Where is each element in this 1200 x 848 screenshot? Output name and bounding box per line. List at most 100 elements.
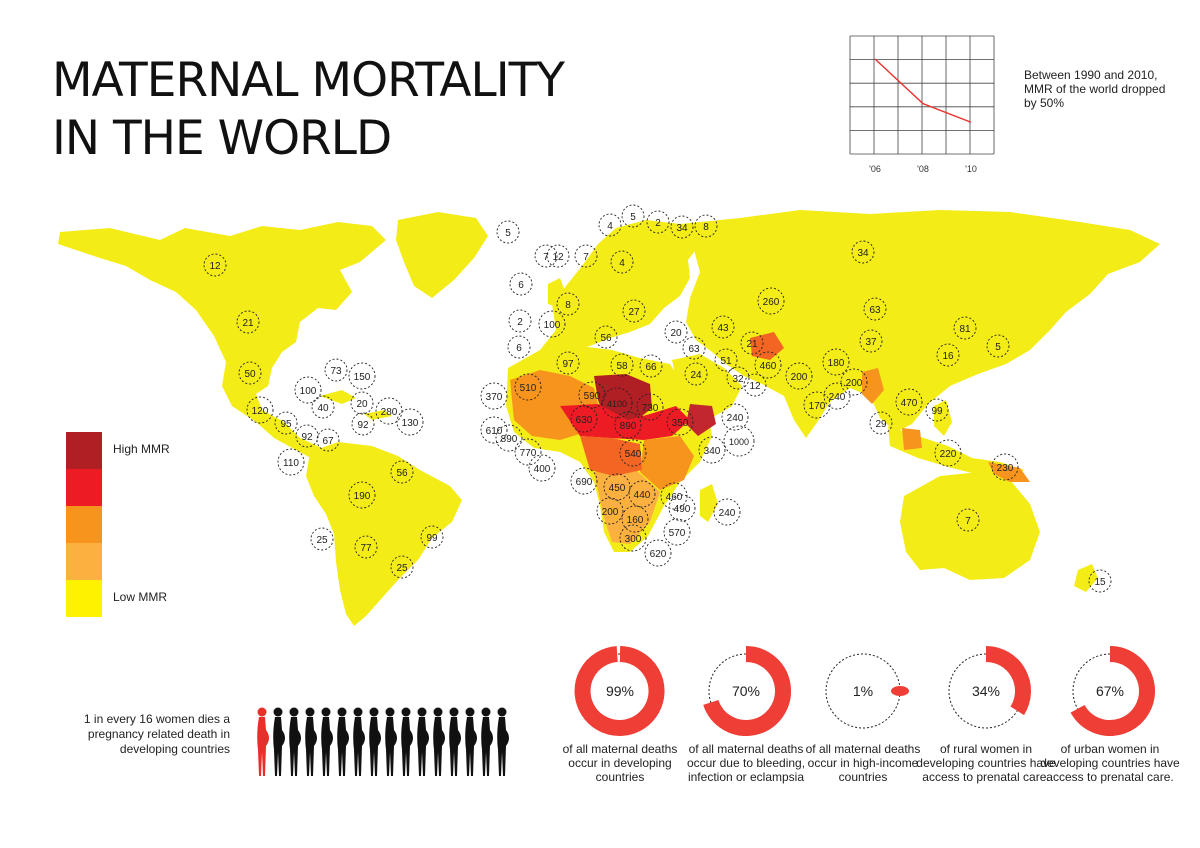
silhouette-highlighted: [257, 707, 269, 776]
mmr-bubble-value: 200: [602, 507, 619, 518]
legend-swatch-3: [66, 506, 102, 543]
mmr-bubble: [663, 518, 691, 546]
mmr-bubble-value: 92: [301, 432, 313, 443]
mmr-bubble-value: 170: [809, 401, 826, 412]
mmr-bubble: [203, 253, 227, 277]
mmr-bubble: [350, 391, 374, 415]
stat-pct-high-income: 1%: [852, 683, 874, 699]
mmr-bubble-value: 6: [516, 343, 522, 354]
mmr-bubble: [694, 214, 718, 238]
mmr-bubble-value: 260: [763, 297, 780, 308]
mmr-bubble-value: 8: [703, 222, 709, 233]
mmr-bubble-value: 350: [672, 418, 689, 429]
mmr-bubble: [396, 408, 424, 436]
mmr-bubble-value: 7: [543, 252, 549, 263]
madagascar-landmass: [700, 484, 718, 522]
asia-mmr-shading: [750, 332, 1030, 482]
mmr-bubble: [311, 395, 335, 419]
silhouette: [369, 707, 381, 776]
mmr-bubble-value: 6: [518, 280, 524, 291]
donut-center: [592, 663, 648, 719]
laos-cambodia-mmr: [862, 368, 884, 404]
silhouette: [449, 707, 461, 776]
mmr-bubble: [714, 348, 738, 372]
page-title: MATERNAL MORTALITY IN THE WORLD: [52, 52, 565, 168]
mmr-bubble: [1088, 569, 1112, 593]
mmr-bubble: [538, 310, 566, 338]
legend-swatch-4: [66, 543, 102, 580]
mmr-bubble: [713, 498, 741, 526]
mmr-bubble: [390, 460, 414, 484]
mmr-bubble: [596, 497, 624, 525]
mmr-bubble: [666, 408, 694, 436]
donut-chart-developing: [574, 646, 665, 736]
mmr-bubble-value: 7: [583, 252, 589, 263]
mmr-bubble: [556, 351, 580, 375]
mmr-bubble: [863, 297, 887, 321]
donut-value-arc: [574, 646, 665, 736]
mmr-bubble-value: 240: [829, 392, 846, 403]
mmr-bubble-value: 12: [209, 261, 221, 272]
legend-high-label: High MMR: [113, 442, 170, 456]
mmr-bubble: [644, 539, 672, 567]
mmr-bubble: [619, 439, 647, 467]
donut-chart-causes: [703, 646, 791, 736]
mmr-bubble: [991, 453, 1019, 481]
mmr-bubble-value: 77: [360, 543, 372, 554]
pregnancy-risk-text: 1 in every 16 women dies a pregnancy rel…: [83, 712, 230, 756]
mmr-bubble-value: 490: [674, 504, 691, 515]
mmr-bubble-value: 370: [486, 392, 503, 403]
mmr-bubble: [743, 373, 767, 397]
mmr-bubble-value: 120: [252, 406, 269, 417]
mmr-bubble-value: 16: [942, 351, 954, 362]
mmr-bubble: [936, 343, 960, 367]
legend-low-label: Low MMR: [113, 590, 168, 604]
mmr-bubble: [570, 467, 598, 495]
mmr-bubble-value: 2: [517, 317, 523, 328]
stat-caption-rural: of rural women in developing countries h…: [916, 742, 1056, 784]
mmr-bubble: [324, 358, 348, 382]
mmr-bubble-value: 5: [995, 342, 1001, 353]
trend-note: Between 1990 and 2010, MMR of the world …: [1024, 68, 1166, 110]
mmr-bubble: [636, 393, 664, 421]
mmr-bubble: [622, 299, 646, 323]
mmr-bubble-value: 92: [357, 420, 369, 431]
mmr-bubble-value: 21: [242, 318, 254, 329]
title-line-2: IN THE WORLD: [52, 111, 392, 166]
mmr-bubble: [869, 411, 893, 435]
mmr-bubble: [934, 439, 962, 467]
mmr-bubble: [621, 505, 649, 533]
mmr-bubble: [956, 508, 980, 532]
stat-caption-urban: of urban women in developing countries h…: [1040, 742, 1180, 784]
mmr-bubble: [670, 215, 694, 239]
philippines-landmass: [934, 400, 952, 436]
mmr-bubble: [294, 376, 322, 404]
east-africa-mmr: [640, 436, 694, 490]
mmr-bubble: [514, 438, 542, 466]
southeast-asia-islands: [888, 426, 1024, 480]
mmr-bubble-value: 150: [354, 372, 371, 383]
mmr-bubble-value: 240: [719, 508, 736, 519]
mmr-bubble-value: 400: [534, 464, 551, 475]
mmr-bubble: [822, 348, 850, 376]
mmr-bubble-value: 770: [520, 448, 537, 459]
donut-chart-urban: [1070, 646, 1155, 736]
mmr-bubble-value: 620: [650, 549, 667, 560]
mmr-bubble: [274, 411, 298, 435]
mmr-bubble: [390, 555, 414, 579]
donut-value-arc: [703, 646, 791, 736]
mmr-bubble: [574, 244, 598, 268]
trend-tick-06: '06: [869, 164, 881, 174]
mmr-bubble-value: 340: [704, 446, 721, 457]
mmr-bubble-value: 73: [330, 366, 342, 377]
mmr-bubble-value: 450: [609, 483, 626, 494]
mmr-bubble: [354, 535, 378, 559]
mmr-bubble: [480, 416, 508, 444]
mmr-bubble: [639, 354, 663, 378]
trend-tick-08: '08: [917, 164, 929, 174]
mmr-bubble-value: 4: [619, 258, 625, 269]
mmr-bubble: [348, 481, 376, 509]
mmr-bubble-value: 95: [280, 419, 292, 430]
